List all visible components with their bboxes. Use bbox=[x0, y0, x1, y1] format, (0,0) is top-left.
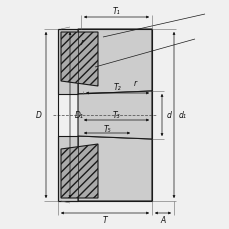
Text: T₂: T₂ bbox=[113, 83, 121, 92]
Polygon shape bbox=[58, 136, 78, 201]
Polygon shape bbox=[78, 136, 151, 201]
Polygon shape bbox=[58, 30, 78, 95]
Text: T₁: T₁ bbox=[112, 6, 120, 15]
Polygon shape bbox=[61, 33, 98, 87]
Polygon shape bbox=[78, 92, 151, 139]
Text: r: r bbox=[134, 79, 136, 88]
Text: T₃: T₃ bbox=[112, 111, 120, 120]
Text: T₅: T₅ bbox=[103, 124, 110, 133]
Text: T: T bbox=[102, 215, 107, 224]
Text: d₁: d₁ bbox=[178, 111, 186, 120]
Text: D: D bbox=[36, 111, 42, 120]
Polygon shape bbox=[61, 144, 98, 198]
Text: D₁: D₁ bbox=[75, 111, 84, 120]
Text: r: r bbox=[81, 38, 84, 47]
Text: A: A bbox=[160, 215, 165, 224]
Polygon shape bbox=[78, 30, 151, 95]
Text: d: d bbox=[166, 111, 171, 120]
